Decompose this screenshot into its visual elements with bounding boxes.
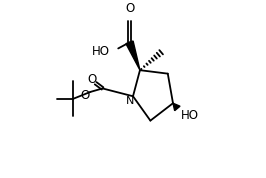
Text: N: N (126, 96, 135, 106)
Text: HO: HO (92, 44, 110, 57)
Text: O: O (125, 2, 134, 15)
Text: O: O (88, 73, 97, 86)
Polygon shape (126, 41, 140, 70)
Text: HO: HO (181, 109, 199, 122)
Polygon shape (173, 103, 180, 111)
Text: O: O (81, 89, 90, 102)
